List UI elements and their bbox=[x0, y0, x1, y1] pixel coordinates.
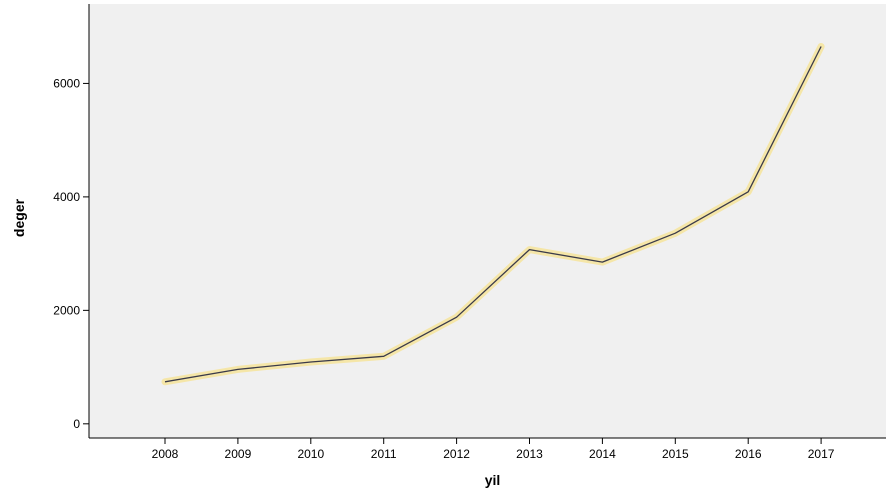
y-tick-label: 6000 bbox=[53, 76, 80, 90]
x-tick-label: 2011 bbox=[371, 447, 397, 461]
y-axis-ticks: 0 2000 4000 6000 bbox=[53, 76, 89, 431]
data-point bbox=[674, 232, 677, 235]
data-point bbox=[164, 380, 167, 383]
data-point bbox=[236, 368, 239, 371]
plot-area bbox=[89, 4, 886, 438]
x-tick-label: 2013 bbox=[516, 447, 543, 461]
y-tick-label: 0 bbox=[73, 417, 80, 431]
y-tick-label: 4000 bbox=[53, 190, 80, 204]
x-tick-label: 2008 bbox=[152, 447, 179, 461]
x-axis-title: yil bbox=[485, 472, 501, 488]
series-line-layer bbox=[164, 45, 823, 383]
x-tick-label: 2010 bbox=[297, 447, 324, 461]
x-tick-label: 2015 bbox=[662, 447, 689, 461]
data-point bbox=[455, 316, 458, 319]
x-tick-label: 2016 bbox=[735, 447, 762, 461]
data-point bbox=[820, 45, 823, 48]
x-tick-label: 2009 bbox=[225, 447, 252, 461]
series-line bbox=[164, 46, 822, 383]
x-tick-label: 2017 bbox=[808, 447, 835, 461]
x-tick-label: 2014 bbox=[589, 447, 616, 461]
data-point bbox=[528, 248, 531, 251]
y-axis-title: deger bbox=[11, 198, 27, 237]
data-point bbox=[747, 190, 750, 193]
data-point bbox=[601, 261, 604, 264]
x-axis-ticks: 2008 2009 2010 2011 2012 2013 2014 2015 2016 2017 bbox=[152, 438, 835, 461]
data-point bbox=[309, 360, 312, 363]
data-point bbox=[382, 355, 385, 358]
y-tick-label: 2000 bbox=[53, 303, 80, 317]
x-tick-label: 2012 bbox=[443, 447, 470, 461]
